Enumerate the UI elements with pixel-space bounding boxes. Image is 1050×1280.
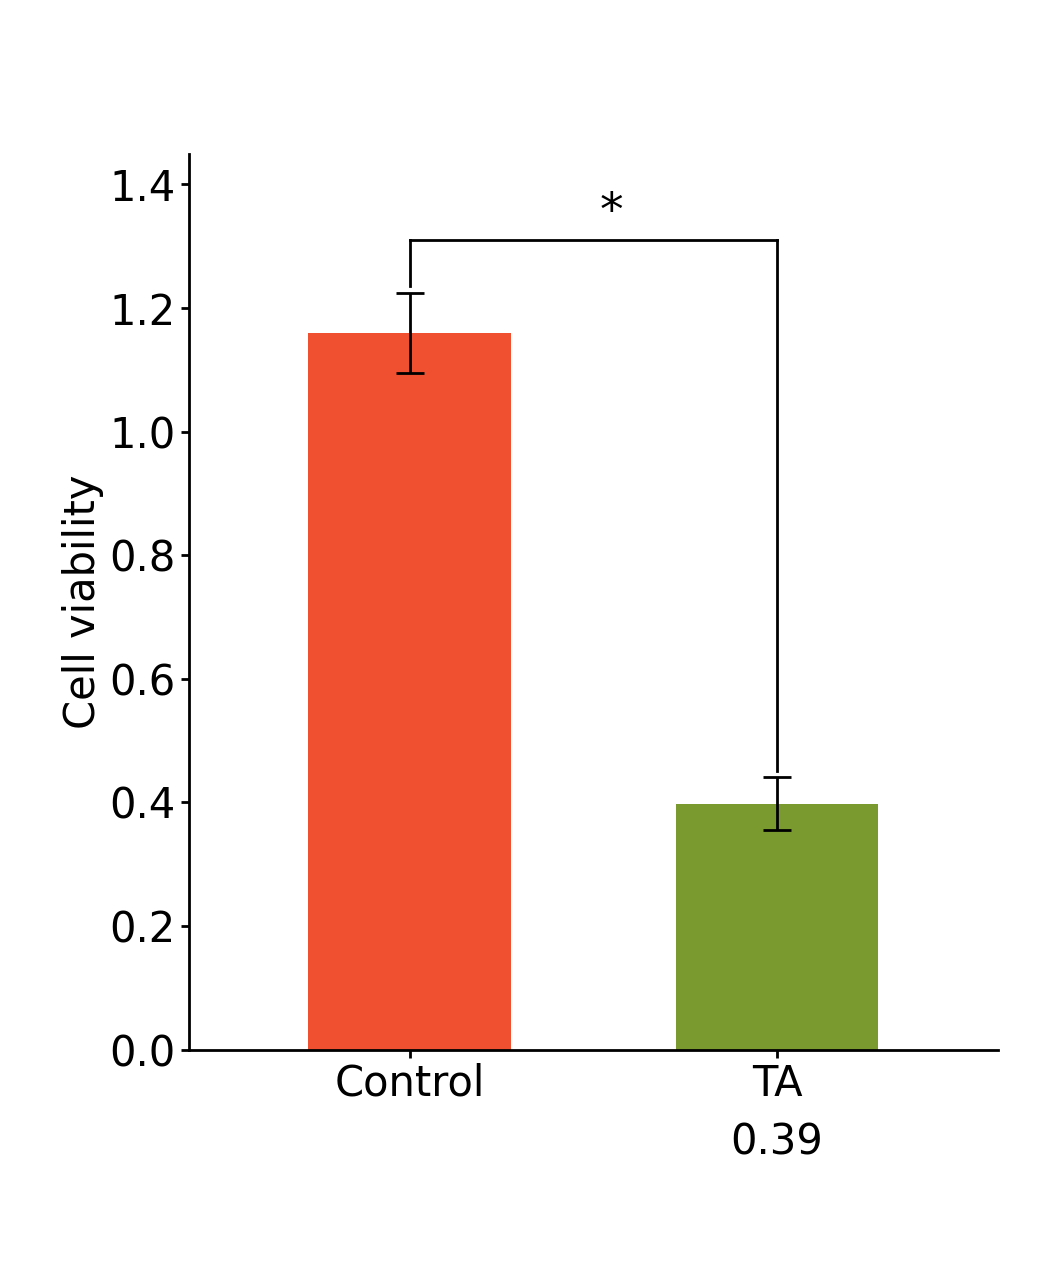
Y-axis label: Cell viability: Cell viability — [62, 475, 104, 728]
Text: *: * — [600, 191, 624, 236]
Bar — [309, 333, 510, 1050]
Bar — [676, 804, 878, 1050]
